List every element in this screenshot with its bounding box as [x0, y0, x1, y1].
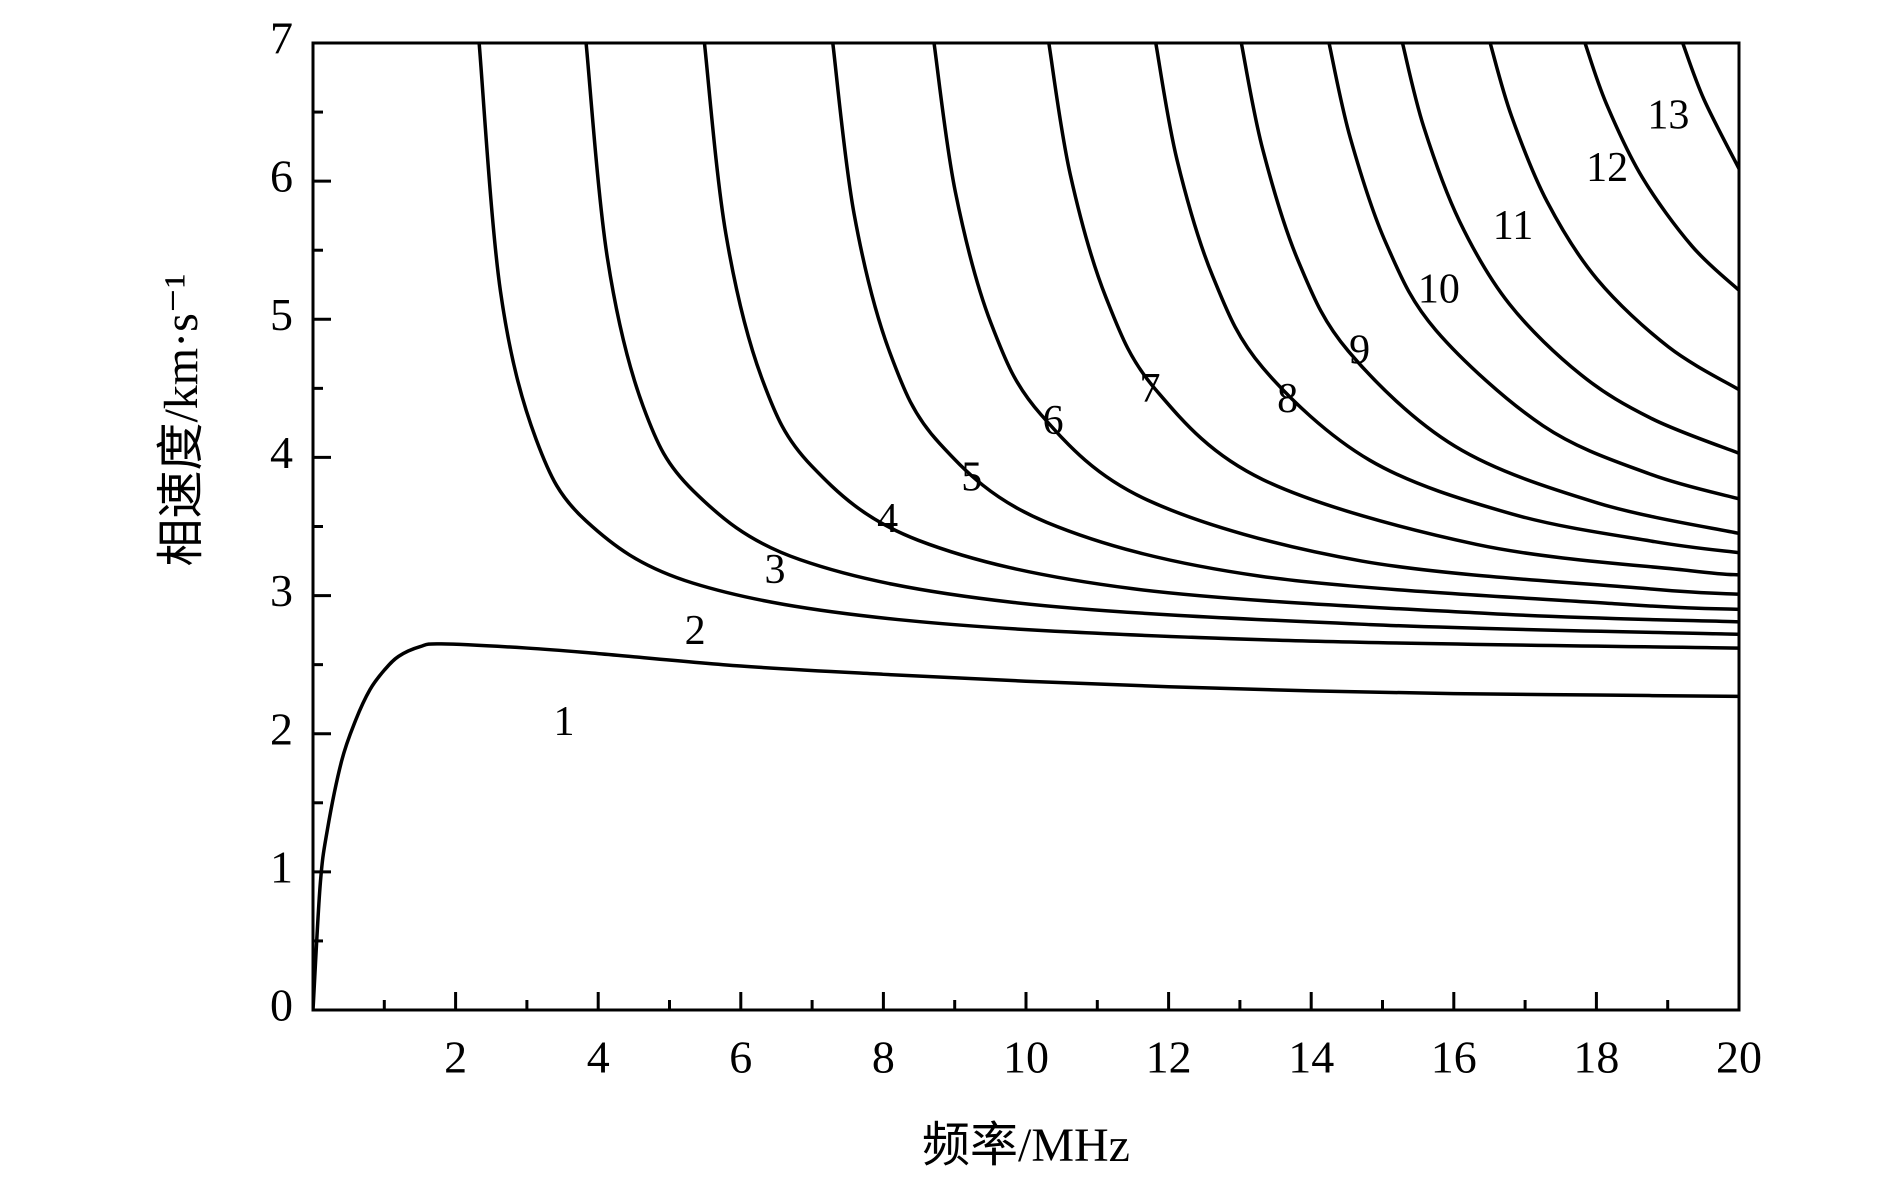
curve-label: 8 — [1277, 376, 1298, 422]
curve — [831, 43, 1739, 612]
y-tick-label: 5 — [270, 289, 293, 340]
curve — [1583, 43, 1739, 292]
y-tick-label: 1 — [270, 841, 293, 892]
curve-label: 6 — [1043, 398, 1064, 444]
y-axis-title: 相速度/km·s⁻¹ — [155, 273, 208, 566]
y-tick-label: 7 — [270, 13, 293, 64]
x-tick-label: 12 — [1146, 1032, 1192, 1083]
curve — [1488, 43, 1739, 392]
curve-label: 4 — [877, 496, 898, 542]
y-tick-label: 4 — [270, 427, 293, 478]
curve-label: 11 — [1493, 203, 1533, 249]
x-tick-label: 2 — [444, 1032, 467, 1083]
curve-label: 13 — [1647, 93, 1689, 139]
curve-label: 1 — [553, 699, 574, 745]
x-tick-label: 10 — [1003, 1032, 1049, 1083]
x-tick-label: 16 — [1431, 1032, 1477, 1083]
x-axis-title: 频率/MHz — [922, 1119, 1130, 1172]
y-tick-label: 0 — [270, 980, 293, 1031]
curve — [1327, 43, 1739, 501]
curve — [1047, 43, 1739, 577]
curve-label: 3 — [765, 547, 786, 593]
curve — [1400, 43, 1739, 455]
curve — [1154, 43, 1739, 555]
curve — [313, 642, 1739, 1010]
curve-label: 2 — [685, 608, 706, 654]
y-tick-label: 6 — [270, 151, 293, 202]
curve — [702, 43, 1739, 624]
curve — [1681, 43, 1739, 170]
curve-label: 7 — [1140, 366, 1161, 412]
x-tick-label: 8 — [872, 1032, 895, 1083]
curve — [932, 43, 1739, 596]
x-tick-label: 18 — [1573, 1032, 1619, 1083]
curve — [477, 43, 1739, 650]
curve — [1239, 43, 1739, 536]
curve-label: 10 — [1418, 267, 1460, 313]
curve-label: 9 — [1349, 327, 1370, 373]
y-tick-label: 3 — [270, 565, 293, 616]
plot-frame — [311, 41, 1741, 1012]
curve-label: 5 — [961, 455, 982, 501]
y-tick-label: 2 — [270, 703, 293, 754]
curve — [584, 43, 1739, 637]
x-tick-label: 4 — [587, 1032, 610, 1083]
x-tick-label: 6 — [729, 1032, 752, 1083]
curve-label: 12 — [1586, 145, 1628, 191]
x-tick-label: 20 — [1716, 1032, 1762, 1083]
x-tick-label: 14 — [1288, 1032, 1334, 1083]
